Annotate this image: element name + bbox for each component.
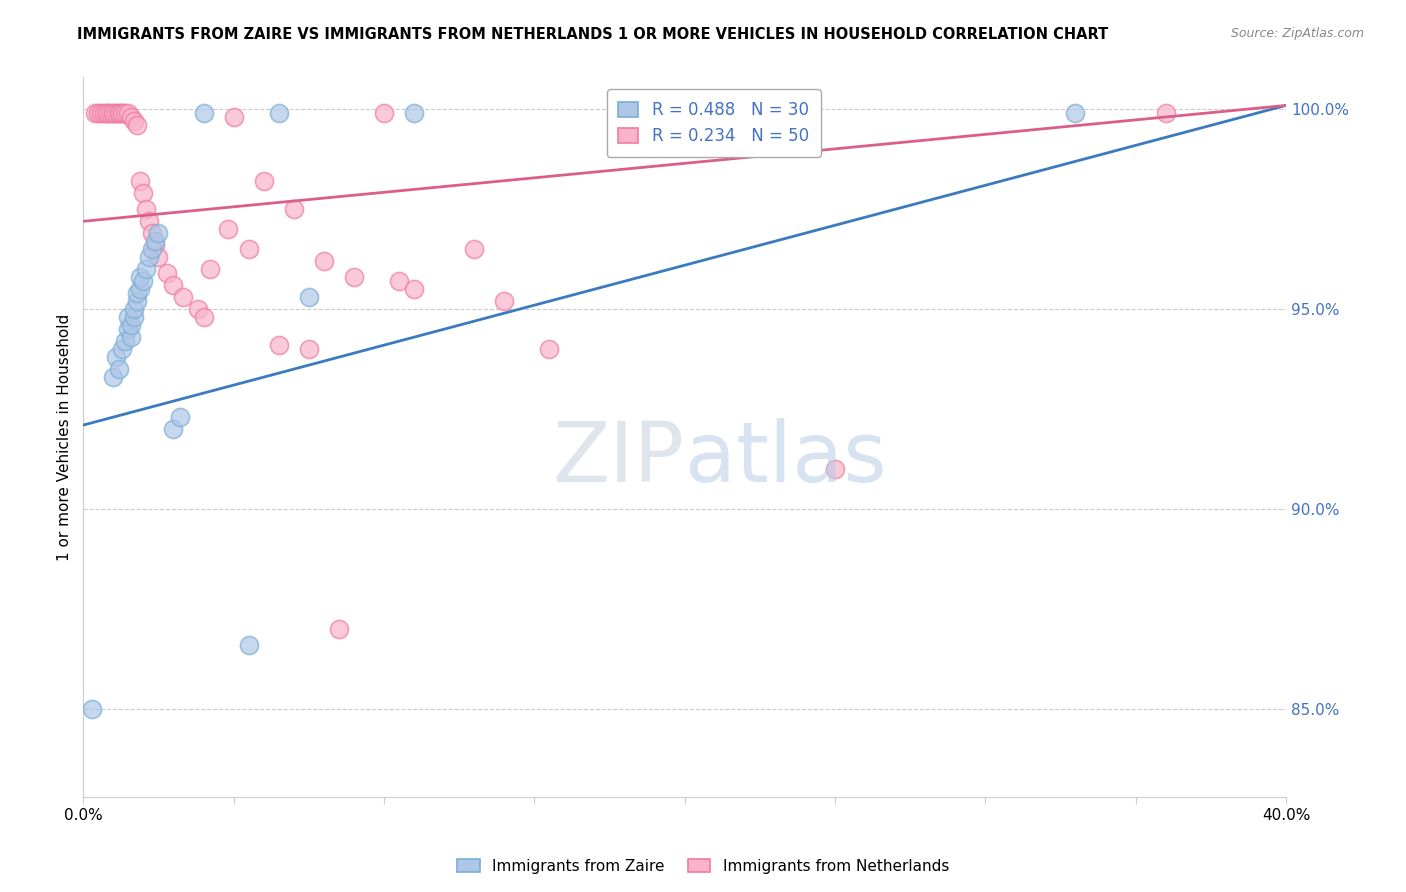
Point — [172, 290, 194, 304]
Point — [145, 234, 167, 248]
Point — [120, 330, 142, 344]
Point — [388, 274, 411, 288]
Point — [111, 342, 134, 356]
Point — [103, 370, 125, 384]
Point — [463, 242, 485, 256]
Point — [141, 242, 163, 256]
Point — [267, 106, 290, 120]
Point — [187, 302, 209, 317]
Point — [132, 186, 155, 201]
Point — [103, 106, 125, 120]
Point — [93, 106, 115, 120]
Point — [129, 174, 152, 188]
Point — [105, 106, 128, 120]
Point — [217, 222, 239, 236]
Point — [193, 310, 215, 325]
Point — [108, 106, 131, 120]
Text: Source: ZipAtlas.com: Source: ZipAtlas.com — [1230, 27, 1364, 40]
Point — [145, 238, 167, 252]
Point — [84, 106, 107, 120]
Point — [141, 227, 163, 241]
Point — [238, 242, 260, 256]
Point — [343, 270, 366, 285]
Point — [96, 106, 118, 120]
Point — [117, 106, 139, 120]
Point — [129, 282, 152, 296]
Point — [82, 702, 104, 716]
Point — [87, 106, 110, 120]
Point — [108, 362, 131, 376]
Point — [120, 318, 142, 333]
Point — [111, 106, 134, 120]
Point — [824, 462, 846, 476]
Point — [402, 106, 425, 120]
Point — [156, 266, 179, 280]
Point — [538, 342, 561, 356]
Point — [148, 250, 170, 264]
Point — [132, 274, 155, 288]
Point — [105, 350, 128, 364]
Point — [148, 227, 170, 241]
Legend: R = 0.488   N = 30, R = 0.234   N = 50: R = 0.488 N = 30, R = 0.234 N = 50 — [607, 89, 821, 157]
Point — [298, 290, 321, 304]
Point — [96, 106, 118, 120]
Point — [222, 111, 245, 125]
Point — [138, 214, 160, 228]
Point — [1064, 106, 1087, 120]
Point — [108, 106, 131, 120]
Text: IMMIGRANTS FROM ZAIRE VS IMMIGRANTS FROM NETHERLANDS 1 OR MORE VEHICLES IN HOUSE: IMMIGRANTS FROM ZAIRE VS IMMIGRANTS FROM… — [77, 27, 1108, 42]
Point — [198, 262, 221, 277]
Point — [402, 282, 425, 296]
Point — [117, 310, 139, 325]
Point — [114, 334, 136, 348]
Point — [103, 106, 125, 120]
Point — [135, 202, 157, 217]
Point — [98, 106, 121, 120]
Point — [162, 422, 184, 436]
Y-axis label: 1 or more Vehicles in Household: 1 or more Vehicles in Household — [58, 313, 72, 561]
Point — [283, 202, 305, 217]
Point — [169, 410, 191, 425]
Point — [120, 111, 142, 125]
Point — [127, 119, 149, 133]
Text: ZIP: ZIP — [553, 418, 685, 500]
Point — [193, 106, 215, 120]
Point — [117, 322, 139, 336]
Point — [138, 250, 160, 264]
Point — [253, 174, 276, 188]
Point — [373, 106, 395, 120]
Point — [494, 294, 516, 309]
Point — [111, 106, 134, 120]
Point — [328, 622, 350, 636]
Point — [298, 342, 321, 356]
Point — [135, 262, 157, 277]
Point — [312, 254, 335, 268]
Point — [90, 106, 112, 120]
Point — [238, 638, 260, 652]
Point — [124, 114, 146, 128]
Text: atlas: atlas — [685, 418, 886, 500]
Point — [267, 338, 290, 352]
Point — [114, 106, 136, 120]
Legend: Immigrants from Zaire, Immigrants from Netherlands: Immigrants from Zaire, Immigrants from N… — [451, 853, 955, 880]
Point — [162, 278, 184, 293]
Point — [124, 310, 146, 325]
Point — [127, 286, 149, 301]
Point — [124, 302, 146, 317]
Point — [1154, 106, 1177, 120]
Point — [129, 270, 152, 285]
Point — [127, 294, 149, 309]
